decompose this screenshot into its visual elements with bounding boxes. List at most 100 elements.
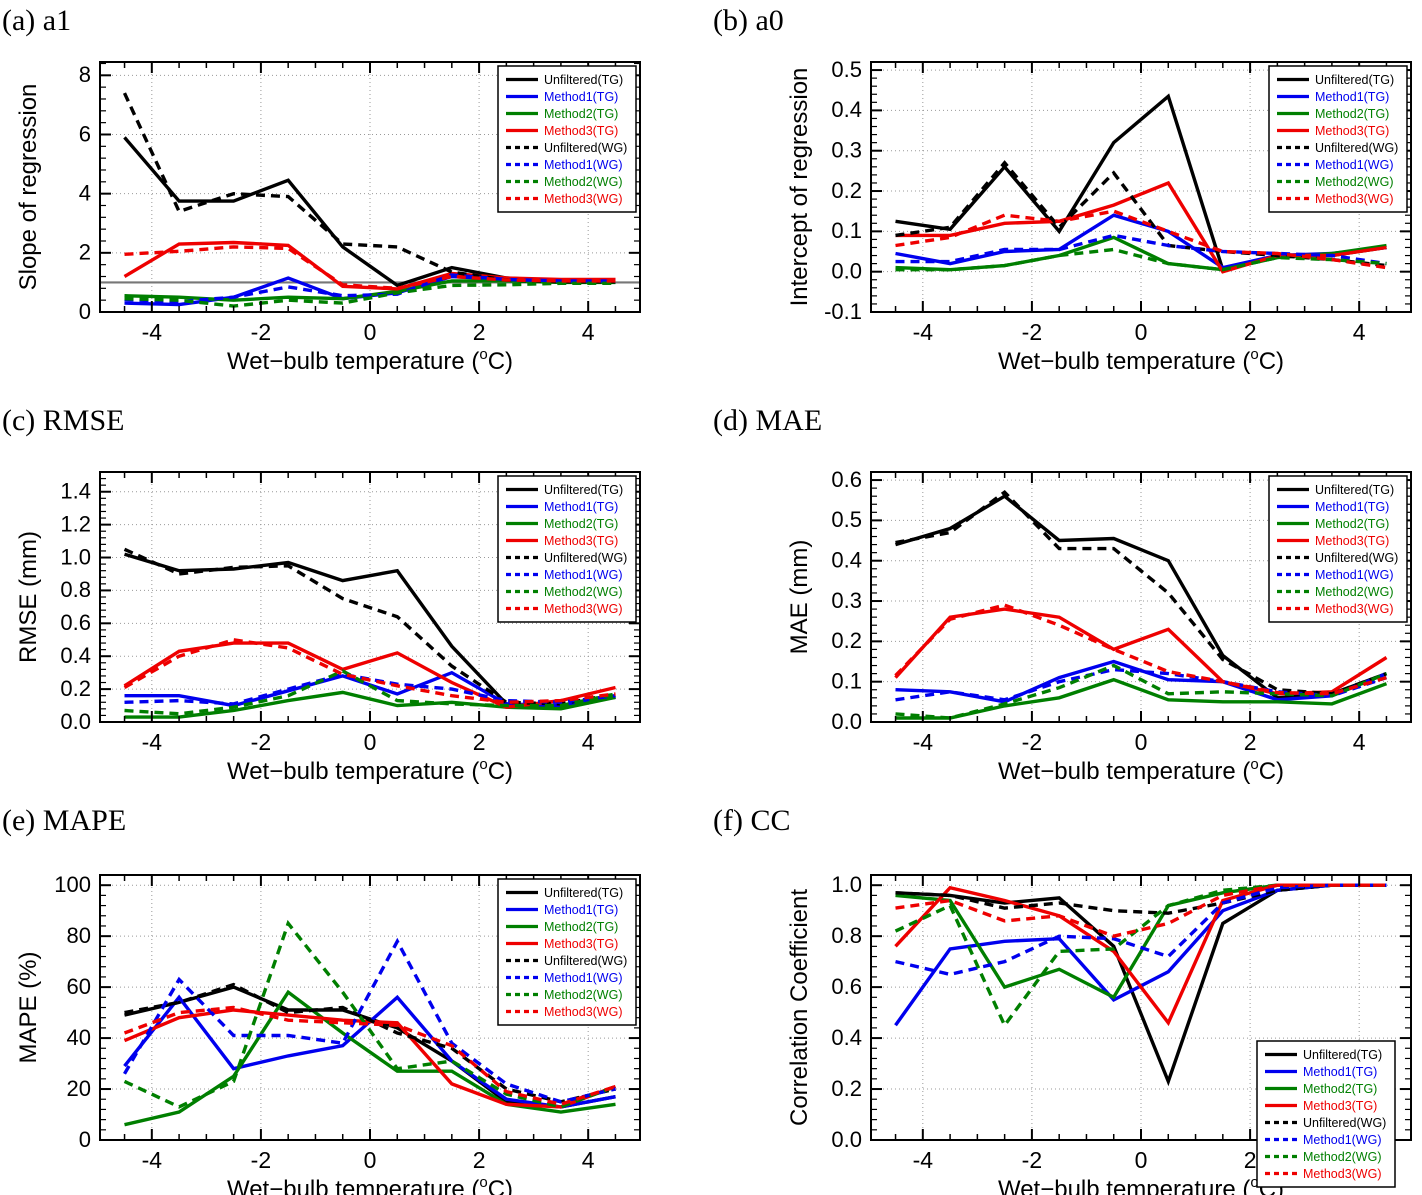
svg-text:Method3(TG): Method3(TG) bbox=[1303, 1099, 1377, 1113]
svg-text:0: 0 bbox=[364, 729, 377, 755]
series-Method1(WG) bbox=[895, 233, 1387, 266]
svg-text:0.2: 0.2 bbox=[831, 1076, 862, 1101]
svg-text:2: 2 bbox=[473, 729, 486, 755]
svg-text:0.0: 0.0 bbox=[831, 258, 862, 283]
svg-text:Method2(WG): Method2(WG) bbox=[544, 175, 623, 189]
svg-text:0: 0 bbox=[364, 319, 377, 345]
svg-text:1.4: 1.4 bbox=[60, 479, 91, 504]
svg-text:0.4: 0.4 bbox=[60, 643, 91, 668]
series-Method2(TG) bbox=[895, 883, 1387, 1000]
svg-text:80: 80 bbox=[67, 923, 91, 948]
svg-text:4: 4 bbox=[1353, 319, 1366, 345]
svg-text:Method3(WG): Method3(WG) bbox=[544, 1005, 623, 1019]
svg-text:Method3(WG): Method3(WG) bbox=[1315, 192, 1394, 206]
svg-text:-2: -2 bbox=[1022, 319, 1042, 345]
series-Unfiltered(WG) bbox=[124, 982, 616, 1104]
svg-text:-4: -4 bbox=[913, 729, 934, 755]
svg-text:0.5: 0.5 bbox=[831, 57, 862, 82]
x-axis-label: Wet−bulb temperature (oC) bbox=[998, 1174, 1284, 1195]
svg-text:-4: -4 bbox=[913, 1147, 934, 1173]
series-group-d bbox=[894, 489, 1388, 720]
svg-text:4: 4 bbox=[582, 729, 595, 755]
svg-text:0.3: 0.3 bbox=[831, 588, 862, 613]
svg-text:Unfiltered(TG): Unfiltered(TG) bbox=[544, 73, 623, 87]
series-group-e bbox=[123, 919, 617, 1127]
panel-title-c: (c) RMSE bbox=[2, 404, 125, 437]
svg-text:0.1: 0.1 bbox=[831, 218, 862, 243]
svg-text:-4: -4 bbox=[142, 319, 163, 345]
svg-text:100: 100 bbox=[54, 872, 91, 897]
y-axis-label: MAPE (%) bbox=[15, 951, 42, 1063]
chart-e: 0 20 40 60 80 100 -4 -2 0 2 4 MAPE (%) Wet−bulb temp… bbox=[15, 872, 641, 1195]
legend-a: Unfiltered(TG) Method1(TG) Method2(TG) Meth… bbox=[497, 65, 637, 213]
svg-text:4: 4 bbox=[582, 319, 595, 345]
chart-d: 0.0 0.1 0.2 0.3 0.4 0.5 0.6 -4 -2 0 2 4 MAE (mm) Wet−… bbox=[786, 467, 1412, 785]
panel-e: (e) MAPE 0 20 40 60 80 100 -4 -2 0 2 4 MAPE (%) Wet−… bbox=[0, 800, 711, 1195]
svg-text:Unfiltered(TG): Unfiltered(TG) bbox=[1315, 73, 1394, 87]
chart-b: -0.1 0.0 0.1 0.2 0.3 0.4 0.5 -4 -2 0 2 4 Intercept o… bbox=[786, 57, 1412, 375]
x-axis-label: Wet−bulb temperature (oC) bbox=[227, 1174, 513, 1195]
series-Method2(WG) bbox=[124, 669, 616, 716]
x-axis-label: Wet−bulb temperature (oC) bbox=[998, 346, 1284, 375]
svg-text:0.8: 0.8 bbox=[60, 577, 91, 602]
svg-text:Method2(TG): Method2(TG) bbox=[544, 517, 618, 531]
svg-text:Method1(TG): Method1(TG) bbox=[544, 903, 618, 917]
svg-text:Method3(WG): Method3(WG) bbox=[1303, 1167, 1382, 1181]
panel-title-a: (a) a1 bbox=[2, 4, 72, 37]
svg-text:Method1(WG): Method1(WG) bbox=[1315, 158, 1394, 172]
svg-text:Method2(WG): Method2(WG) bbox=[1315, 585, 1394, 599]
svg-text:2: 2 bbox=[79, 240, 91, 265]
series-Method2(WG) bbox=[895, 663, 1388, 720]
svg-text:0.2: 0.2 bbox=[831, 628, 862, 653]
svg-text:4: 4 bbox=[1353, 729, 1366, 755]
svg-text:Method3(TG): Method3(TG) bbox=[544, 124, 618, 138]
svg-text:Method2(WG): Method2(WG) bbox=[1303, 1150, 1382, 1164]
svg-text:2: 2 bbox=[1244, 1147, 1257, 1173]
svg-text:Unfiltered(TG): Unfiltered(TG) bbox=[1303, 1048, 1382, 1062]
svg-text:Method3(TG): Method3(TG) bbox=[544, 937, 618, 951]
svg-text:Method3(WG): Method3(WG) bbox=[544, 602, 623, 616]
svg-text:60: 60 bbox=[67, 974, 91, 999]
svg-text:Method2(TG): Method2(TG) bbox=[1303, 1082, 1377, 1096]
svg-text:0.6: 0.6 bbox=[831, 974, 862, 999]
svg-text:Method1(WG): Method1(WG) bbox=[544, 971, 623, 985]
grid-a bbox=[100, 62, 640, 312]
svg-text:0.0: 0.0 bbox=[60, 709, 91, 734]
svg-text:0.3: 0.3 bbox=[831, 138, 862, 163]
svg-text:0.0: 0.0 bbox=[831, 1127, 862, 1152]
panel-d: (d) MAE 0.0 0.1 0.2 0.3 0.4 0.5 0.6 -4 -2 0 2 4 MAE … bbox=[711, 400, 1422, 800]
svg-text:4: 4 bbox=[79, 180, 91, 205]
svg-text:Method3(TG): Method3(TG) bbox=[1315, 124, 1389, 138]
svg-text:-2: -2 bbox=[1022, 1147, 1042, 1173]
panel-a: (a) a1 0 2 4 6 8 -4 -2 0 2 4 Slope of regression We… bbox=[0, 0, 711, 400]
series-Method3(WG) bbox=[123, 638, 616, 705]
svg-text:2: 2 bbox=[473, 1147, 486, 1173]
svg-text:40: 40 bbox=[67, 1025, 91, 1050]
legend-f: Unfiltered(TG) Method1(TG) Method2(TG) Meth… bbox=[1256, 1040, 1396, 1188]
svg-text:Unfiltered(WG): Unfiltered(WG) bbox=[1315, 141, 1398, 155]
svg-text:Method2(TG): Method2(TG) bbox=[544, 107, 618, 121]
svg-text:6: 6 bbox=[79, 121, 91, 146]
svg-text:0.6: 0.6 bbox=[831, 467, 862, 492]
svg-text:Method2(TG): Method2(TG) bbox=[1315, 517, 1389, 531]
x-axis-label: Wet−bulb temperature (oC) bbox=[227, 346, 513, 375]
svg-text:0.6: 0.6 bbox=[60, 610, 91, 635]
series-Method1(WG) bbox=[124, 672, 616, 706]
y-axis-label: Intercept of regression bbox=[786, 68, 813, 307]
chart-c: 0.0 0.2 0.4 0.6 0.8 1.0 1.2 1.4 -4 -2 0 2 4 RMSE (mm)… bbox=[15, 471, 641, 785]
svg-text:Method1(WG): Method1(WG) bbox=[544, 568, 623, 582]
x-axis-label: Wet−bulb temperature (oC) bbox=[227, 756, 513, 785]
series-Method3(WG) bbox=[894, 603, 1387, 696]
svg-text:0.4: 0.4 bbox=[831, 548, 862, 573]
svg-text:Method3(TG): Method3(TG) bbox=[544, 534, 618, 548]
series-Method3(WG) bbox=[123, 1005, 617, 1107]
svg-text:Method1(TG): Method1(TG) bbox=[544, 90, 618, 104]
svg-text:-4: -4 bbox=[913, 319, 934, 345]
svg-text:0: 0 bbox=[364, 1147, 377, 1173]
svg-text:1.0: 1.0 bbox=[60, 544, 91, 569]
y-axis-label: MAE (mm) bbox=[786, 540, 813, 655]
series-group-f bbox=[894, 883, 1387, 1087]
svg-text:Unfiltered(WG): Unfiltered(WG) bbox=[1303, 1116, 1386, 1130]
series-Unfiltered(WG) bbox=[895, 489, 1388, 696]
series-Method1(WG) bbox=[124, 273, 616, 304]
